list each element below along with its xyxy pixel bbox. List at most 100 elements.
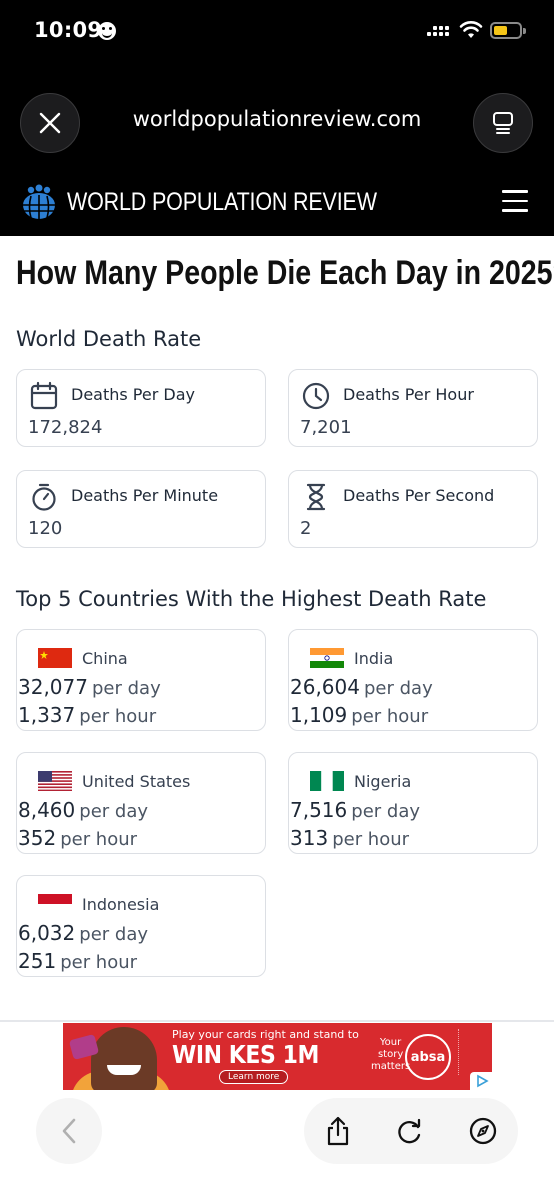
per-day-value: 8,460 bbox=[18, 798, 76, 822]
rate-value: 120 bbox=[28, 518, 63, 539]
share-button[interactable] bbox=[320, 1113, 356, 1149]
per-hour-value: 1,337 bbox=[18, 703, 76, 727]
per-hour-line: 251 per hour bbox=[18, 949, 137, 973]
status-bar: 10:09 bbox=[0, 14, 554, 48]
china-flag-icon bbox=[38, 648, 72, 668]
ad-big-text: WIN KES 1M bbox=[172, 1040, 319, 1069]
compass-icon bbox=[469, 1117, 497, 1145]
country-name: China bbox=[82, 649, 128, 668]
per-day-line: 8,460 per day bbox=[18, 798, 148, 822]
ad-tagline-line: story bbox=[377, 1049, 404, 1060]
site-name[interactable]: WORLD POPULATION REVIEW bbox=[67, 188, 377, 216]
per-day-label: per day bbox=[79, 924, 148, 945]
ad-person bbox=[91, 1027, 157, 1090]
per-day-label: per day bbox=[363, 678, 433, 699]
deaths-per-hour-card: Deaths Per Hour 7,201 bbox=[288, 369, 538, 447]
globe-people-logo-icon[interactable] bbox=[20, 183, 58, 221]
per-day-value: 26,604 bbox=[290, 675, 360, 699]
per-day-value: 32,077 bbox=[18, 675, 88, 699]
status-time: 10:09 bbox=[34, 18, 103, 42]
browser-toolbar bbox=[304, 1098, 518, 1164]
per-hour-value: 1,109 bbox=[290, 703, 348, 727]
url-bar[interactable]: worldpopulationreview.com bbox=[132, 107, 422, 131]
country-card-indonesia: Indonesia 6,032 per day 251 per hour bbox=[16, 875, 266, 977]
country-card-united-states: United States 8,460 per day 352 per hour bbox=[16, 752, 266, 854]
deaths-per-minute-card: Deaths Per Minute 120 bbox=[16, 470, 266, 548]
per-hour-value: 352 bbox=[18, 826, 57, 850]
per-hour-line: 313 per hour bbox=[290, 826, 409, 850]
per-day-label: per day bbox=[79, 801, 148, 822]
per-hour-label: per hour bbox=[79, 706, 157, 727]
country-name: Indonesia bbox=[82, 895, 160, 914]
close-button[interactable] bbox=[20, 93, 80, 153]
wifi-icon bbox=[459, 21, 483, 38]
rate-label: Deaths Per Minute bbox=[71, 486, 219, 505]
per-day-line: 7,516 per day bbox=[290, 798, 420, 822]
per-day-value: 6,032 bbox=[18, 921, 76, 945]
nigeria-flag-icon bbox=[310, 771, 344, 791]
chevron-left-icon bbox=[62, 1118, 76, 1144]
country-card-india: India 26,604 per day 1,109 per hour bbox=[288, 629, 538, 731]
rate-label: Deaths Per Second bbox=[343, 486, 495, 505]
deaths-per-second-card: Deaths Per Second 2 bbox=[288, 470, 538, 548]
india-flag-icon bbox=[310, 648, 344, 668]
close-icon bbox=[39, 112, 61, 134]
per-day-label: per day bbox=[351, 801, 420, 822]
ad-fine-print bbox=[458, 1029, 474, 1075]
hourglass-icon bbox=[306, 483, 326, 511]
per-hour-value: 251 bbox=[18, 949, 57, 973]
rate-value: 172,824 bbox=[28, 417, 103, 438]
ad-tagline-line: Your bbox=[379, 1037, 402, 1048]
share-icon bbox=[327, 1116, 349, 1146]
calendar-icon bbox=[30, 381, 58, 410]
reload-icon bbox=[398, 1118, 421, 1144]
rate-value: 2 bbox=[300, 518, 312, 539]
focus-mode-icon bbox=[98, 22, 116, 40]
stopwatch-icon bbox=[32, 483, 56, 511]
top-countries-heading: Top 5 Countries With the Highest Death R… bbox=[16, 587, 487, 611]
browser-chrome bbox=[0, 0, 554, 236]
per-hour-label: per hour bbox=[60, 829, 138, 850]
per-hour-line: 1,109 per hour bbox=[290, 703, 428, 727]
ad-headline: Play your cards right and stand to bbox=[172, 1028, 359, 1041]
country-name: India bbox=[354, 649, 394, 668]
per-day-line: 26,604 per day bbox=[290, 675, 433, 699]
ad-divider bbox=[0, 1020, 554, 1022]
country-card-china: China 32,077 per day 1,337 per hour bbox=[16, 629, 266, 731]
cellular-signal-icon bbox=[427, 24, 451, 40]
per-hour-line: 352 per hour bbox=[18, 826, 137, 850]
ad-tagline: Your story matters bbox=[371, 1037, 410, 1073]
per-hour-label: per hour bbox=[60, 952, 138, 973]
ad-banner[interactable]: Play your cards right and stand to WIN K… bbox=[63, 1023, 492, 1090]
rate-value: 7,201 bbox=[300, 417, 352, 438]
per-day-line: 32,077 per day bbox=[18, 675, 161, 699]
open-in-safari-button[interactable] bbox=[465, 1113, 501, 1149]
battery-icon bbox=[490, 22, 526, 39]
per-hour-line: 1,337 per hour bbox=[18, 703, 156, 727]
per-day-value: 7,516 bbox=[290, 798, 348, 822]
us-flag-icon bbox=[38, 771, 72, 791]
country-name: United States bbox=[82, 772, 191, 791]
ad-learn-more-button[interactable]: Learn more bbox=[219, 1070, 289, 1084]
deaths-per-day-card: Deaths Per Day 172,824 bbox=[16, 369, 266, 447]
country-card-nigeria: Nigeria 7,516 per day 313 per hour bbox=[288, 752, 538, 854]
country-name: Nigeria bbox=[354, 772, 412, 791]
indonesia-flag-icon bbox=[38, 894, 72, 914]
reader-options-button[interactable] bbox=[473, 93, 533, 153]
per-day-label: per day bbox=[91, 678, 161, 699]
back-button[interactable] bbox=[36, 1098, 102, 1164]
rate-label: Deaths Per Day bbox=[71, 385, 195, 404]
world-death-rate-heading: World Death Rate bbox=[16, 327, 202, 351]
adchoices-icon[interactable] bbox=[470, 1072, 492, 1090]
per-hour-value: 313 bbox=[290, 826, 329, 850]
clock-icon bbox=[302, 382, 330, 410]
rate-label: Deaths Per Hour bbox=[343, 385, 474, 404]
hamburger-menu-icon[interactable] bbox=[502, 190, 528, 212]
reload-button[interactable] bbox=[392, 1113, 428, 1149]
per-day-line: 6,032 per day bbox=[18, 921, 148, 945]
per-hour-label: per hour bbox=[332, 829, 410, 850]
per-hour-label: per hour bbox=[351, 706, 429, 727]
absa-logo: absa bbox=[405, 1034, 451, 1080]
ad-tagline-line: matters bbox=[371, 1061, 411, 1072]
page-menu-icon bbox=[493, 112, 513, 134]
